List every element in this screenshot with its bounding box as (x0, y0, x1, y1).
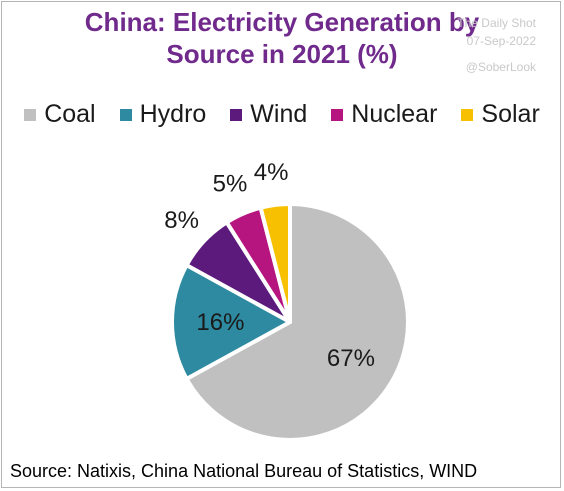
legend-swatch-nuclear (331, 108, 344, 121)
legend-item-hydro: Hydro (119, 100, 207, 129)
chart-title: China: Electricity Generation by Source … (0, 6, 564, 70)
legend-item-solar: Solar (461, 100, 540, 129)
source-note: Source: Natixis, China National Bureau o… (10, 461, 478, 481)
legend-swatch-solar (461, 108, 474, 121)
pie-label-wind: 8% (164, 207, 199, 234)
legend-label-hydro: Hydro (139, 100, 207, 128)
pie-label-solar: 4% (254, 159, 289, 186)
watermark-source: The Daily Shot (457, 16, 536, 30)
watermark-date: 07-Sep-2022 (466, 34, 536, 48)
legend-item-coal: Coal (24, 100, 96, 129)
legend-item-wind: Wind (230, 100, 307, 129)
pie-slice-hydro (170, 263, 292, 381)
pie-label-coal: 67% (327, 345, 375, 372)
legend-label-wind: Wind (250, 100, 308, 128)
watermark: The Daily Shot 07-Sep-2022 @SoberLook (457, 14, 536, 76)
legend-label-solar: Solar (481, 100, 540, 128)
legend-swatch-hydro (119, 108, 132, 121)
chart-title-line-1: China: Electricity Generation by (84, 7, 480, 37)
pie-slice-solar (258, 202, 292, 324)
watermark-handle: @SoberLook (465, 60, 536, 74)
legend: Coal Hydro Wind Nuclear Solar (0, 100, 564, 129)
pie-slice-coal (184, 202, 410, 442)
pie-label-hydro: 16% (196, 309, 244, 336)
legend-swatch-wind (230, 108, 243, 121)
legend-item-nuclear: Nuclear (331, 100, 437, 129)
chart-title-line-2: Source in 2021 (%) (166, 39, 398, 69)
legend-label-nuclear: Nuclear (351, 100, 438, 128)
pie-label-nuclear: 5% (213, 170, 248, 197)
legend-label-coal: Coal (44, 100, 96, 128)
legend-swatch-coal (24, 108, 37, 121)
